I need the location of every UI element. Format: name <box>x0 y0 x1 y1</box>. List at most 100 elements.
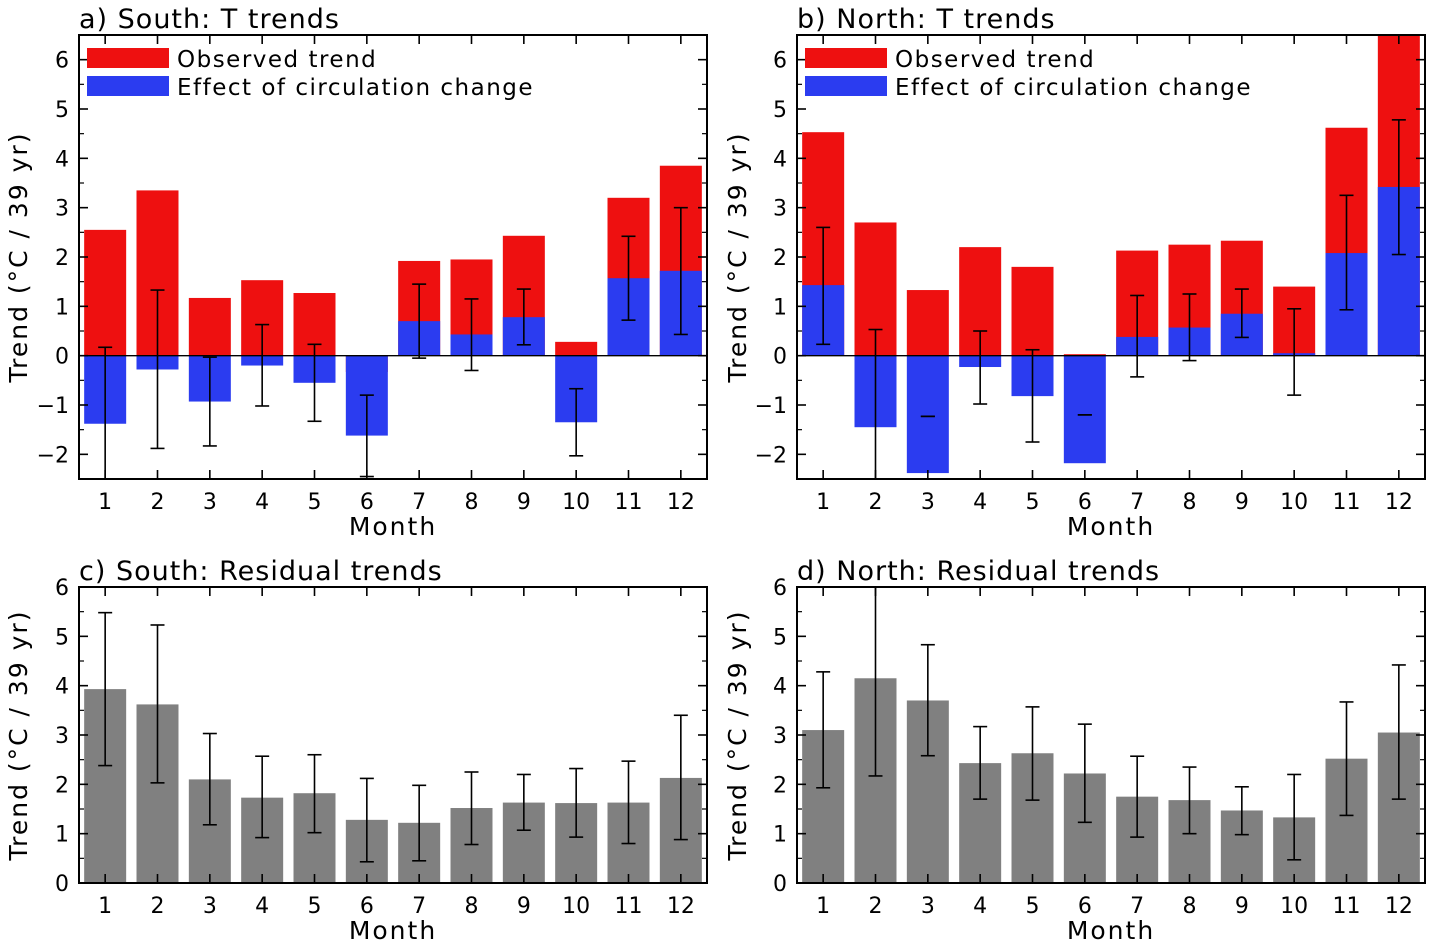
legend-label-1: Effect of circulation change <box>177 75 534 101</box>
x-axis-label: Month <box>1067 512 1155 541</box>
x-tick-label: 7 <box>1130 894 1144 919</box>
x-tick-label: 2 <box>869 490 883 515</box>
legend-swatch-0 <box>805 48 887 68</box>
x-tick-label: 4 <box>255 894 269 919</box>
y-tick-label: 1 <box>55 295 69 320</box>
legend-label-1: Effect of circulation change <box>895 75 1252 101</box>
y-tick-label: 5 <box>773 625 787 650</box>
y-tick-label: 5 <box>55 98 69 123</box>
x-tick-label: 6 <box>1078 894 1092 919</box>
x-tick-label: 9 <box>517 490 531 515</box>
y-tick-label: 3 <box>55 724 69 749</box>
x-tick-label: 9 <box>517 894 531 919</box>
x-tick-label: 5 <box>308 490 322 515</box>
y-tick-label: 6 <box>55 576 69 601</box>
y-tick-label: 3 <box>773 197 787 222</box>
bar-s1-m3 <box>906 355 949 474</box>
x-tick-label: 2 <box>151 490 165 515</box>
x-tick-label: 7 <box>412 894 426 919</box>
x-tick-label: 11 <box>1333 894 1361 919</box>
legend-label-0: Observed trend <box>895 47 1095 73</box>
y-tick-label: 5 <box>55 625 69 650</box>
y-tick-label: 1 <box>773 295 787 320</box>
x-tick-label: 12 <box>667 490 695 515</box>
x-tick-label: 3 <box>921 490 935 515</box>
x-tick-label: 10 <box>1280 894 1308 919</box>
legend-swatch-0 <box>87 48 169 68</box>
x-tick-label: 1 <box>98 490 112 515</box>
x-tick-label: 1 <box>816 894 830 919</box>
bar-s0-m6 <box>1063 354 1106 356</box>
y-axis-label: Trend (°C / 39 yr) <box>4 132 33 384</box>
y-tick-label: 1 <box>55 823 69 848</box>
x-tick-label: 6 <box>360 490 374 515</box>
x-tick-label: 9 <box>1235 894 1249 919</box>
x-tick-label: 5 <box>1026 894 1040 919</box>
y-tick-label: 3 <box>55 197 69 222</box>
x-axis-label: Month <box>1067 916 1155 945</box>
x-tick-label: 10 <box>562 490 590 515</box>
chart-title: c) South: Residual trends <box>79 556 443 587</box>
y-tick-label: −1 <box>755 394 787 419</box>
y-axis-label: Trend (°C / 39 yr) <box>4 610 33 862</box>
x-tick-label: 12 <box>1385 490 1413 515</box>
x-tick-label: 3 <box>203 490 217 515</box>
y-tick-label: 4 <box>773 675 787 700</box>
x-axis-label: Month <box>349 512 437 541</box>
y-tick-label: 4 <box>773 147 787 172</box>
y-tick-label: −2 <box>37 443 69 468</box>
y-tick-label: −1 <box>37 394 69 419</box>
y-tick-label: 2 <box>773 246 787 271</box>
y-tick-label: 5 <box>773 98 787 123</box>
x-tick-label: 11 <box>615 490 643 515</box>
bar-s0-m5 <box>1011 266 1054 356</box>
x-tick-label: 2 <box>869 894 883 919</box>
x-tick-label: 10 <box>562 894 590 919</box>
x-tick-label: 8 <box>1183 894 1197 919</box>
chart-title: b) North: T trends <box>797 4 1056 35</box>
y-tick-label: 6 <box>773 49 787 74</box>
x-tick-label: 6 <box>1078 490 1092 515</box>
y-tick-label: 1 <box>773 823 787 848</box>
y-tick-label: 4 <box>55 147 69 172</box>
bar-s0-m10 <box>555 341 598 356</box>
x-tick-label: 2 <box>151 894 165 919</box>
y-tick-label: 0 <box>55 872 69 897</box>
bar-s0-m3 <box>906 290 949 356</box>
y-tick-label: 0 <box>55 345 69 370</box>
y-axis-label: Trend (°C / 39 yr) <box>723 610 752 862</box>
chart-title: d) North: Residual trends <box>797 556 1160 587</box>
y-tick-label: 4 <box>55 675 69 700</box>
x-tick-label: 7 <box>1130 490 1144 515</box>
x-tick-label: 9 <box>1235 490 1249 515</box>
x-tick-label: 11 <box>1333 490 1361 515</box>
x-tick-label: 5 <box>1026 490 1040 515</box>
y-axis-label: Trend (°C / 39 yr) <box>723 132 752 384</box>
x-tick-label: 10 <box>1280 490 1308 515</box>
y-tick-label: 2 <box>55 246 69 271</box>
x-tick-label: 12 <box>1385 894 1413 919</box>
x-axis-label: Month <box>349 916 437 945</box>
bar-s0-m1 <box>84 229 127 356</box>
x-tick-label: 12 <box>667 894 695 919</box>
y-tick-label: 2 <box>55 773 69 798</box>
x-tick-label: 1 <box>98 894 112 919</box>
x-tick-label: 4 <box>973 490 987 515</box>
legend-swatch-1 <box>87 76 169 96</box>
x-tick-label: 8 <box>1183 490 1197 515</box>
bar-s1-m6 <box>1063 355 1106 464</box>
x-tick-label: 5 <box>308 894 322 919</box>
x-tick-label: 8 <box>465 894 479 919</box>
chart-title: a) South: T trends <box>79 4 340 35</box>
x-tick-label: 4 <box>255 490 269 515</box>
x-tick-label: 6 <box>360 894 374 919</box>
x-tick-label: 8 <box>465 490 479 515</box>
x-tick-label: 11 <box>615 894 643 919</box>
y-tick-label: 6 <box>773 576 787 601</box>
x-tick-label: 1 <box>816 490 830 515</box>
